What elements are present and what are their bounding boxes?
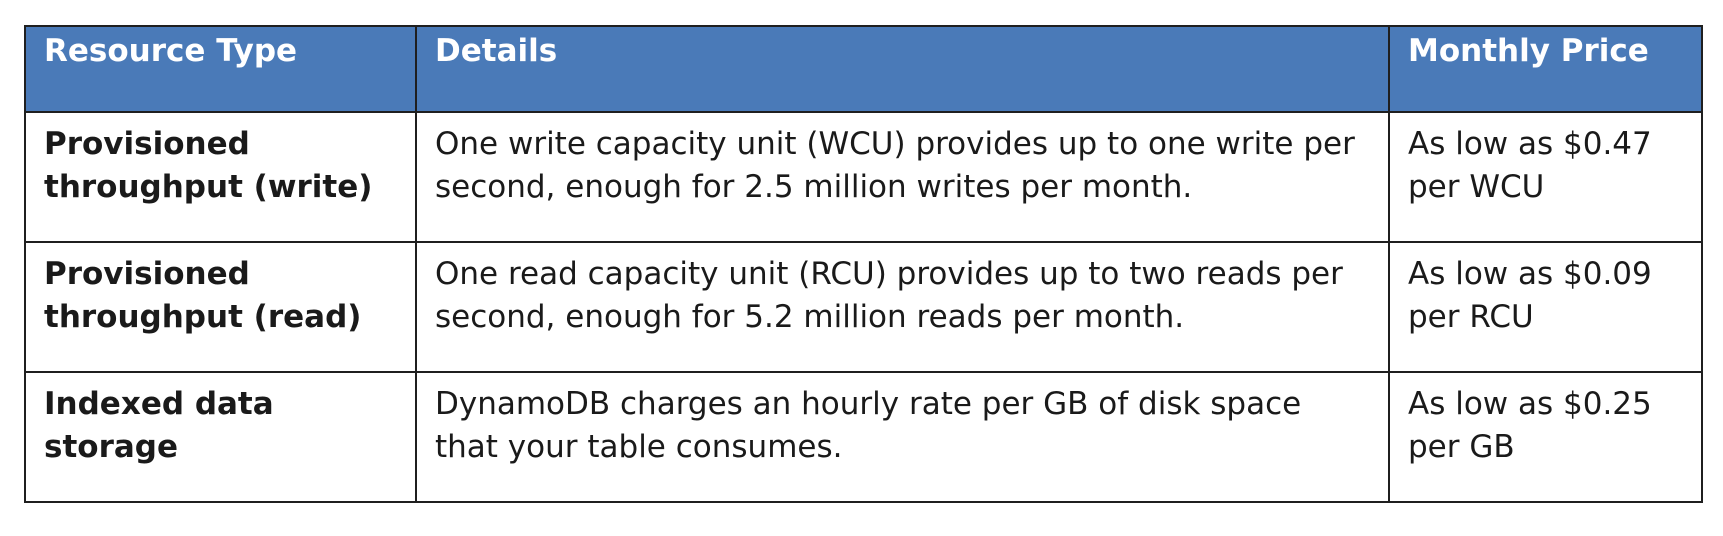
resource-type-cell: Provisioned throughput (read) — [24, 241, 417, 373]
resource-type-cell: Provisioned throughput (write) — [24, 111, 417, 243]
table-header: Resource Type Details Monthly Price — [24, 25, 1703, 113]
details-cell: DynamoDB charges an hourly rate per GB o… — [415, 371, 1390, 503]
details-cell: One read capacity unit (RCU) provides up… — [415, 241, 1390, 373]
header-row: Resource Type Details Monthly Price — [24, 25, 1703, 113]
table-body: Provisioned throughput (write) One write… — [24, 111, 1703, 503]
table-row: Provisioned throughput (read) One read c… — [24, 241, 1703, 373]
header-monthly-price: Monthly Price — [1388, 25, 1703, 113]
resource-type-cell: Indexed data storage — [24, 371, 417, 503]
table-row: Indexed data storage DynamoDB charges an… — [24, 371, 1703, 503]
header-resource-type: Resource Type — [24, 25, 417, 113]
price-cell: As low as $0.09 per RCU — [1388, 241, 1703, 373]
details-cell: One write capacity unit (WCU) provides u… — [415, 111, 1390, 243]
price-cell: As low as $0.25 per GB — [1388, 371, 1703, 503]
pricing-table: Resource Type Details Monthly Price Prov… — [24, 25, 1703, 503]
table-row: Provisioned throughput (write) One write… — [24, 111, 1703, 243]
header-details: Details — [415, 25, 1390, 113]
price-cell: As low as $0.47 per WCU — [1388, 111, 1703, 243]
